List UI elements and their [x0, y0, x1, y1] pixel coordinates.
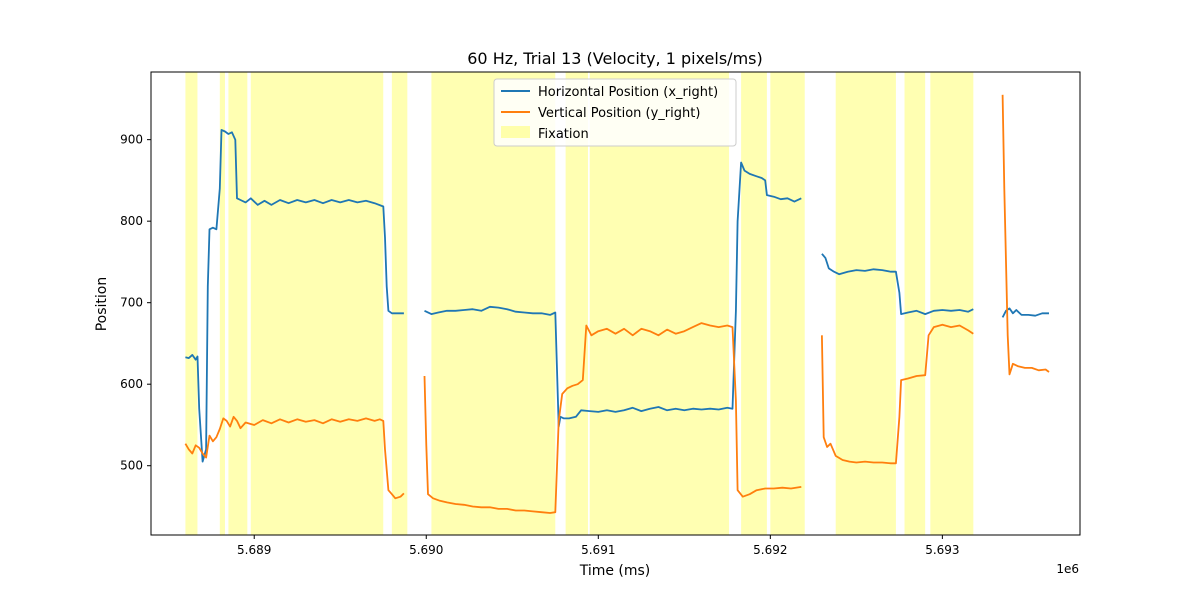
fixation-band-10 — [770, 72, 805, 535]
x-tick-label: 5.690 — [409, 543, 443, 557]
series-x_right-segment-2 — [424, 161, 802, 428]
fixation-band-11 — [835, 72, 896, 535]
legend: Horizontal Position (x_right) Vertical P… — [493, 78, 737, 147]
fixation-band-8 — [589, 72, 730, 535]
fixation-band-12 — [904, 72, 926, 535]
series-x_right-segment-1 — [185, 129, 404, 463]
fixation-band-6 — [431, 72, 556, 535]
fixation-bands — [185, 72, 974, 535]
legend-label-fixation: Fixation — [538, 127, 589, 142]
legend-swatch-fixation — [501, 126, 530, 138]
series-y_right-segment-3 — [821, 323, 974, 465]
series-x_right-segment-4 — [1001, 307, 1049, 318]
x-tick-label: 5.689 — [237, 543, 271, 557]
y-tick-label: 600 — [120, 377, 143, 391]
y-tick-label: 500 — [120, 459, 143, 473]
legend-label-y-right: Vertical Position (y_right) — [538, 106, 700, 121]
plot-frame — [150, 71, 1081, 536]
y-axis-label: Position — [94, 277, 110, 332]
legend-box — [493, 78, 737, 147]
series-y_right-segment-4 — [1001, 94, 1050, 376]
x-axis-offset-label: 1e6 — [1056, 562, 1079, 576]
x-tick-label: 5.693 — [925, 543, 959, 557]
fixation-band-7 — [565, 72, 588, 535]
x-tick-label: 5.692 — [753, 543, 787, 557]
x-tick-label: 5.691 — [581, 543, 615, 557]
fixation-band-5 — [391, 72, 408, 535]
series-y_right-segment-1 — [184, 415, 405, 500]
fixation-band-3 — [228, 72, 248, 535]
series-x_right-segment-3 — [821, 253, 974, 315]
x-axis-label: Time (ms) — [579, 563, 651, 579]
series-y_right-segment-2 — [423, 322, 802, 514]
x-axis-ticks: 5.689 5.690 5.691 5.692 5.693 — [237, 535, 960, 557]
chart-title: 60 Hz, Trial 13 (Velocity, 1 pixels/ms) — [467, 49, 762, 68]
fixation-band-13 — [930, 72, 974, 535]
y-tick-label: 700 — [120, 296, 143, 310]
fixation-band-1 — [185, 72, 198, 535]
series-lines — [184, 94, 1050, 514]
y-tick-label: 800 — [120, 214, 143, 228]
y-tick-label: 900 — [120, 133, 143, 147]
fixation-band-9 — [741, 72, 767, 535]
y-axis-ticks: 500 600 700 800 900 — [120, 133, 151, 473]
fixation-band-4 — [250, 72, 384, 535]
legend-label-x-right: Horizontal Position (x_right) — [538, 85, 718, 100]
fixation-band-2 — [219, 72, 225, 535]
